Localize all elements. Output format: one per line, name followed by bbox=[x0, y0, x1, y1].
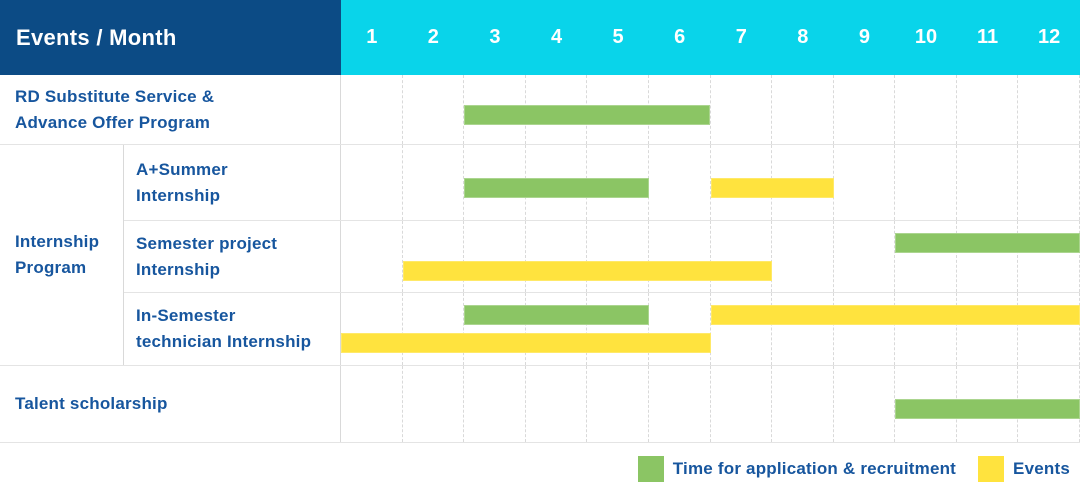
month-gridline bbox=[771, 221, 773, 292]
month-label: 12 bbox=[1038, 26, 1061, 48]
internship-program-subrows: A+Summer Internship Semester project Int… bbox=[124, 145, 1080, 365]
month-gridline bbox=[832, 293, 834, 365]
month-gridline bbox=[524, 221, 526, 292]
month-label: 7 bbox=[735, 26, 747, 48]
month-gridline bbox=[709, 293, 711, 365]
month-gridline bbox=[401, 75, 403, 144]
recruitment-bar bbox=[464, 305, 649, 326]
table-row: Semester project Internship bbox=[124, 221, 1080, 293]
month-gridline bbox=[1017, 221, 1019, 292]
events-month-header: Events / Month bbox=[0, 0, 341, 75]
month-gridline bbox=[463, 75, 465, 144]
recruitment-swatch-icon bbox=[637, 455, 664, 482]
month-gridline bbox=[894, 75, 896, 144]
row-label-talent-scholarship: Talent scholarship bbox=[0, 366, 341, 442]
month-gridline bbox=[894, 221, 896, 292]
month-gridline bbox=[401, 145, 403, 220]
month-gridline bbox=[463, 221, 465, 292]
row-timeline-rd-substitute bbox=[341, 75, 1080, 144]
row-timeline-semester-project bbox=[341, 221, 1080, 292]
row-label-semester-project: Semester project Internship bbox=[124, 221, 341, 292]
month-label: 1 bbox=[366, 26, 378, 48]
event-bar bbox=[402, 260, 773, 281]
month-gridline bbox=[955, 75, 957, 144]
month-gridline bbox=[955, 221, 957, 292]
row-label-a-plus-summer: A+Summer Internship bbox=[124, 145, 341, 220]
row-timeline-in-semester-technician bbox=[341, 293, 1080, 365]
month-gridline bbox=[524, 293, 526, 365]
month-gridline bbox=[586, 366, 588, 442]
month-gridline bbox=[401, 293, 403, 365]
month-gridline bbox=[955, 293, 957, 365]
event-bar bbox=[710, 178, 834, 198]
month-label: 10 bbox=[914, 26, 938, 48]
month-gridline bbox=[647, 366, 649, 442]
month-gridline bbox=[401, 221, 403, 292]
recruitment-bar bbox=[464, 105, 711, 126]
event-swatch-icon bbox=[978, 455, 1005, 482]
month-gridline bbox=[463, 145, 465, 220]
month-gridline bbox=[771, 366, 773, 442]
table-row: Talent scholarship bbox=[0, 366, 1080, 443]
month-gridline bbox=[894, 145, 896, 220]
month-gridline bbox=[832, 221, 834, 292]
month-label: 2 bbox=[427, 26, 439, 48]
legend: Time for application & recruitment Event… bbox=[0, 443, 1080, 494]
month-gridline bbox=[709, 221, 711, 292]
month-label: 6 bbox=[674, 26, 686, 48]
row-timeline-a-plus-summer bbox=[341, 145, 1080, 220]
month-label: 9 bbox=[858, 26, 870, 48]
internship-program-group: Internship Program A+Summer Internship S… bbox=[0, 145, 1080, 366]
header-row: Events / Month 1 2 3 4 5 6 7 8 9 10 11 12 bbox=[0, 0, 1080, 75]
month-gridline bbox=[1017, 145, 1019, 220]
month-gridline bbox=[1017, 293, 1019, 365]
month-label: 4 bbox=[550, 26, 563, 48]
legend-label-events: Events bbox=[1013, 458, 1070, 478]
group-label-internship-program: Internship Program bbox=[0, 145, 124, 365]
month-gridline bbox=[586, 293, 588, 365]
legend-label-recruitment: Time for application & recruitment bbox=[672, 458, 957, 478]
table-row: RD Substitute Service & Advance Offer Pr… bbox=[0, 75, 1080, 145]
month-gridline bbox=[894, 366, 896, 442]
month-gridline bbox=[709, 145, 711, 220]
table-row: A+Summer Internship bbox=[124, 145, 1080, 221]
month-label: 3 bbox=[489, 26, 501, 48]
legend-item-recruitment: Time for application & recruitment bbox=[637, 455, 957, 482]
month-gridline bbox=[463, 366, 465, 442]
month-gridline bbox=[709, 366, 711, 442]
recruitment-bar bbox=[895, 399, 1080, 420]
month-gridline bbox=[401, 366, 403, 442]
month-gridline bbox=[586, 221, 588, 292]
month-gridline bbox=[832, 75, 834, 144]
row-timeline-talent-scholarship bbox=[341, 366, 1080, 442]
legend-item-events: Events bbox=[978, 455, 1070, 482]
month-gridline bbox=[1017, 75, 1019, 144]
row-label-rd-substitute: RD Substitute Service & Advance Offer Pr… bbox=[0, 75, 341, 144]
month-gridline bbox=[771, 75, 773, 144]
table-row: In-Semester technician Internship bbox=[124, 293, 1080, 365]
event-bar bbox=[341, 333, 711, 354]
month-label: 11 bbox=[976, 26, 999, 48]
month-label: 8 bbox=[797, 26, 809, 48]
month-gridline bbox=[771, 293, 773, 365]
month-gridline bbox=[463, 293, 465, 365]
month-label: 5 bbox=[612, 26, 624, 48]
recruitment-bar bbox=[464, 178, 649, 198]
month-gridline bbox=[955, 145, 957, 220]
month-gridline bbox=[647, 293, 649, 365]
recruitment-bar bbox=[895, 233, 1080, 254]
month-gridline bbox=[524, 366, 526, 442]
event-bar bbox=[710, 305, 1080, 326]
month-gridline bbox=[894, 293, 896, 365]
row-label-in-semester-technician: In-Semester technician Internship bbox=[124, 293, 341, 365]
month-gridline bbox=[647, 221, 649, 292]
month-gridline bbox=[832, 366, 834, 442]
month-header-row: 1 2 3 4 5 6 7 8 9 10 11 12 bbox=[341, 0, 1080, 75]
